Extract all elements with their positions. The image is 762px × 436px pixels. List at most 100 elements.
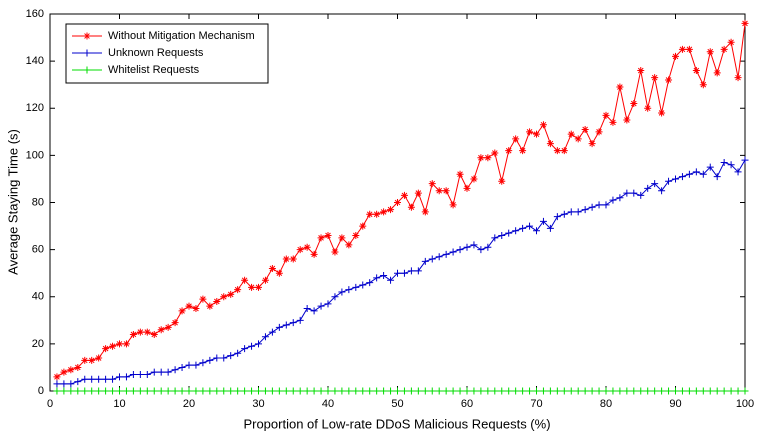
data-point xyxy=(658,387,666,395)
data-point xyxy=(122,373,130,381)
data-point xyxy=(387,387,395,395)
data-point xyxy=(317,387,325,395)
series-line xyxy=(56,23,746,378)
data-point xyxy=(220,293,228,301)
data-point xyxy=(567,387,575,395)
data-point xyxy=(380,387,388,395)
data-point xyxy=(588,140,596,148)
y-tick-label: 60 xyxy=(32,244,44,256)
data-point xyxy=(567,130,575,138)
data-point xyxy=(678,173,686,181)
data-point xyxy=(651,180,659,188)
data-point xyxy=(484,154,492,162)
data-point xyxy=(699,387,707,395)
data-point xyxy=(67,380,75,388)
data-point xyxy=(282,255,290,263)
data-point xyxy=(699,170,707,178)
data-point xyxy=(81,387,89,395)
data-point xyxy=(505,387,513,395)
data-point xyxy=(428,180,436,188)
data-point xyxy=(164,368,172,376)
data-point xyxy=(345,241,353,249)
data-point xyxy=(672,52,679,60)
data-point xyxy=(157,368,165,376)
data-point xyxy=(95,375,103,383)
data-point xyxy=(275,269,283,277)
data-point xyxy=(255,340,262,348)
data-point xyxy=(129,387,137,395)
data-point xyxy=(421,387,429,395)
data-point xyxy=(60,368,68,376)
legend: Without Mitigation Mechanism Unknown Requ… xyxy=(65,23,269,84)
data-point xyxy=(387,206,395,214)
data-point xyxy=(581,125,589,133)
data-point xyxy=(164,323,172,331)
legend-label: Whitelist Requests xyxy=(108,64,200,76)
data-point xyxy=(213,297,221,305)
data-point xyxy=(560,210,568,218)
data-point xyxy=(491,234,499,242)
data-point xyxy=(373,274,381,282)
data-point xyxy=(60,380,68,388)
data-point xyxy=(268,387,276,395)
x-tick-label: 0 xyxy=(47,398,53,410)
data-point xyxy=(324,387,332,395)
data-point xyxy=(526,128,534,136)
data-point xyxy=(164,387,172,395)
data-point xyxy=(102,387,110,395)
data-point xyxy=(74,387,82,395)
data-point xyxy=(129,330,137,338)
data-point xyxy=(428,255,436,263)
data-point xyxy=(296,316,304,324)
data-point xyxy=(449,201,457,209)
y-tick-label: 160 xyxy=(26,8,44,20)
data-point xyxy=(414,387,422,395)
data-point xyxy=(553,387,561,395)
data-point xyxy=(178,363,186,371)
y-tick-label: 120 xyxy=(26,102,44,114)
data-point xyxy=(637,67,645,75)
data-point xyxy=(116,387,123,395)
data-point xyxy=(539,121,547,129)
data-point xyxy=(352,387,360,395)
data-point xyxy=(366,387,374,395)
data-point xyxy=(699,81,707,89)
data-point xyxy=(470,241,478,249)
data-point xyxy=(227,352,235,360)
data-point xyxy=(373,387,381,395)
data-point xyxy=(741,156,749,164)
data-point xyxy=(81,375,89,383)
data-point xyxy=(421,208,429,216)
data-point xyxy=(414,267,422,275)
x-tick-label: 100 xyxy=(736,398,754,410)
data-point xyxy=(567,208,575,216)
data-point xyxy=(713,69,721,77)
data-point xyxy=(623,116,631,124)
data-point xyxy=(637,191,645,199)
y-tick-label: 0 xyxy=(38,385,44,397)
data-point xyxy=(400,387,408,395)
data-point xyxy=(685,387,693,395)
data-point xyxy=(658,187,666,195)
data-point xyxy=(741,387,749,395)
data-point xyxy=(630,100,638,108)
data-point xyxy=(407,387,415,395)
data-point xyxy=(366,210,374,218)
data-point xyxy=(526,222,534,230)
data-point xyxy=(609,118,617,126)
data-point xyxy=(456,246,464,254)
data-point xyxy=(261,276,269,284)
data-point xyxy=(533,227,540,235)
data-point xyxy=(289,387,297,395)
data-point xyxy=(692,387,700,395)
data-point xyxy=(234,387,242,395)
data-point xyxy=(609,196,617,204)
data-point xyxy=(213,387,221,395)
data-point xyxy=(651,74,659,82)
legend-label: Without Mitigation Mechanism xyxy=(108,30,255,42)
data-point xyxy=(157,387,165,395)
data-point xyxy=(678,45,686,53)
data-point xyxy=(630,387,638,395)
data-point xyxy=(289,255,297,263)
data-point xyxy=(387,276,395,284)
